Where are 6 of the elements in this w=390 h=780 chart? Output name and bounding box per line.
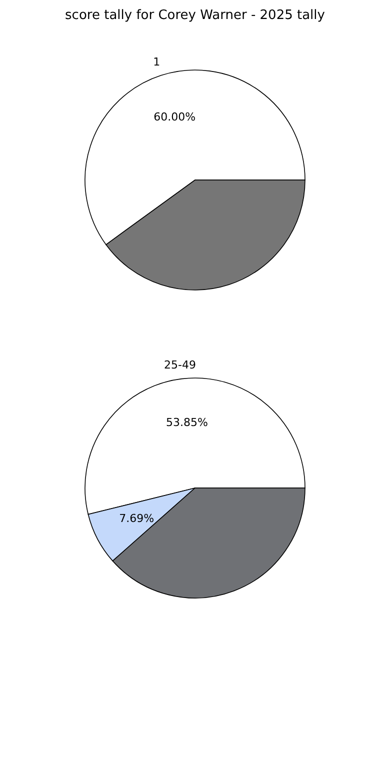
slice-label: 25-49: [164, 358, 196, 372]
data-label: 53.85%: [166, 416, 208, 429]
data-label: 7.69%: [119, 512, 154, 526]
data-label: 60.00%: [154, 110, 196, 124]
slice-label: 1: [153, 56, 160, 69]
chart-title: score tally for Corey Warner - 2025 tally: [64, 8, 326, 25]
